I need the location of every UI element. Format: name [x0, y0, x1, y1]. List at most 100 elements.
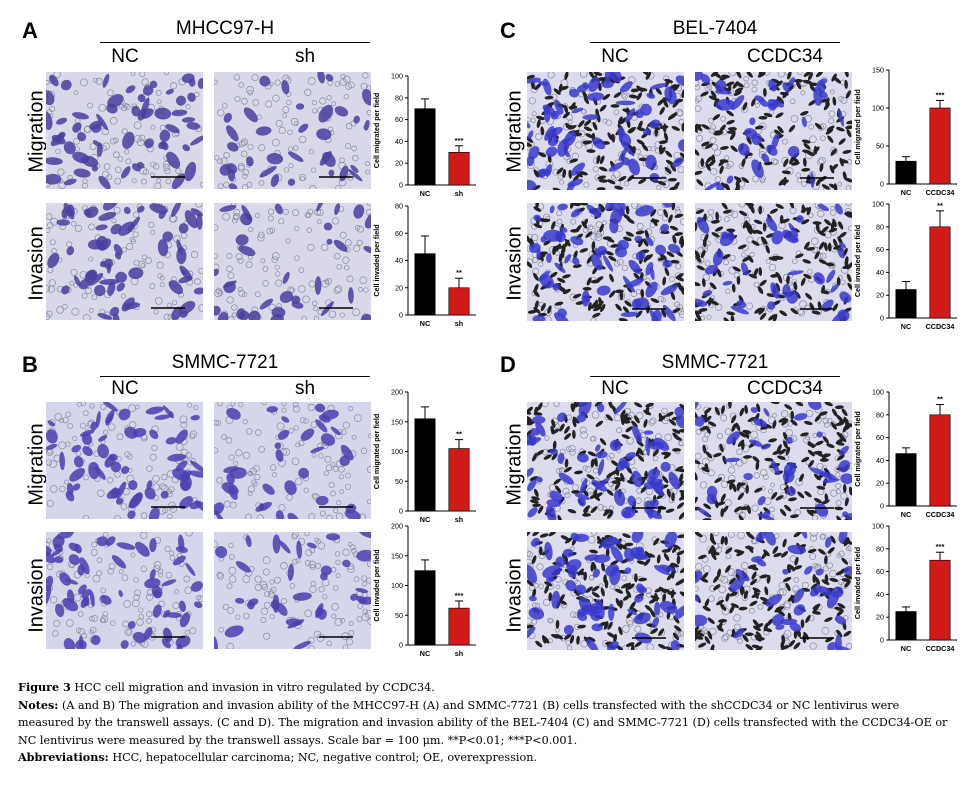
micrograph-texture	[46, 72, 203, 189]
error-bar	[421, 98, 429, 109]
y-tick-label: 20	[876, 291, 884, 300]
bar	[895, 160, 917, 185]
y-axis-label: Cell migrated per field	[853, 411, 862, 487]
x-tick-label: CCDC34	[926, 510, 955, 519]
micrograph-texture	[214, 72, 371, 189]
x-tick-label: NC	[420, 649, 430, 658]
significance-label: **	[937, 395, 943, 404]
notes-label: Notes:	[18, 697, 59, 712]
y-tick-label: 40	[876, 456, 884, 465]
micrograph-texture	[214, 203, 371, 320]
condition-label: NC	[601, 46, 629, 67]
micrograph	[46, 203, 203, 320]
x-tick-label: NC	[901, 644, 911, 653]
cell-line-title: SMMC-7721	[661, 352, 769, 373]
x-tick-label: sh	[455, 649, 463, 658]
y-tick-label: 80	[876, 222, 884, 231]
micrograph-texture	[46, 402, 203, 519]
y-tick-label: 0	[399, 311, 403, 320]
error-bar	[902, 606, 910, 612]
x-tick-label: CCDC34	[926, 322, 955, 331]
micrograph	[695, 72, 852, 190]
y-tick-label: 40	[395, 137, 403, 146]
y-tick-label: 60	[876, 245, 884, 254]
condition-label: NC	[601, 378, 629, 399]
bar	[448, 448, 470, 512]
bar	[448, 607, 470, 646]
figure-label: Figure 3	[18, 680, 71, 694]
micrograph-texture	[214, 402, 371, 519]
significance-label: **	[456, 268, 462, 277]
condition-label: sh	[294, 46, 316, 67]
y-tick-label: 200	[391, 522, 403, 531]
figure-caption: Figure 3 HCC cell migration and invasion…	[18, 679, 958, 767]
y-tick-label: 100	[391, 447, 403, 456]
bar-chart-svg: Cell invaded per field 0 20 40 60 80 100 NC ** CC…	[853, 200, 957, 331]
bar	[414, 570, 436, 646]
y-tick-label: 150	[872, 66, 884, 75]
abbreviations-label: Abbreviations:	[18, 750, 109, 764]
error-bar	[455, 277, 463, 288]
y-tick-label: 50	[395, 477, 403, 486]
bar-chart-svg: Cell invaded per field 0 20 40 60 80 100 NC *** C…	[853, 522, 957, 653]
micrograph	[527, 402, 684, 520]
y-tick-label: 80	[876, 410, 884, 419]
y-tick-label: 60	[876, 433, 884, 442]
panel-letter: B	[22, 352, 38, 377]
bar-chart-svg: Cell migrated per field 0 50 100 150 NC *** CCD…	[853, 66, 957, 197]
y-tick-label: 100	[872, 522, 884, 531]
x-tick-label: CCDC34	[926, 644, 955, 653]
y-tick-label: 60	[876, 567, 884, 576]
row-label-invasion: Invasion	[503, 558, 526, 633]
title-underline	[100, 376, 370, 377]
x-tick-label: NC	[901, 510, 911, 519]
error-bar	[902, 156, 910, 162]
bar-chart-invasion: Cell invaded per field 0 20 40 60 80 NC ** sh	[370, 198, 482, 333]
y-tick-label: 60	[395, 115, 403, 124]
micrograph	[695, 402, 852, 520]
y-tick-label: 80	[876, 544, 884, 553]
significance-label: ***	[455, 591, 464, 600]
micrograph	[527, 203, 684, 321]
title-underline	[100, 42, 370, 43]
y-tick-label: 20	[876, 613, 884, 622]
bar-chart-svg: Cell invaded per field 0 20 40 60 80 NC ** sh	[372, 202, 476, 328]
micrograph	[214, 402, 371, 519]
micrograph	[527, 72, 684, 190]
micrograph-texture	[527, 402, 684, 520]
condition-label: CCDC34	[746, 378, 824, 399]
micrograph-texture	[695, 203, 852, 321]
error-bar	[455, 145, 463, 153]
bar	[929, 414, 951, 507]
condition-label: sh	[294, 378, 316, 399]
y-axis-label: Cell migrated per field	[372, 93, 381, 169]
y-tick-label: 0	[880, 636, 884, 645]
error-bar	[902, 281, 910, 290]
title-underline	[590, 376, 840, 377]
significance-label: ***	[936, 90, 945, 99]
y-tick-label: 150	[391, 551, 403, 560]
panel-letter: D	[500, 352, 516, 377]
error-bar	[936, 404, 944, 415]
panel-letter: A	[22, 18, 38, 43]
bar-chart-invasion: Cell invaded per field 0 20 40 60 80 100 NC ** CC…	[851, 196, 963, 336]
y-tick-label: 200	[391, 388, 403, 397]
y-tick-label: 60	[395, 229, 403, 238]
bar-chart-svg: Cell migrated per field 0 20 40 60 80 100 NC ** C…	[853, 388, 957, 519]
error-bar	[936, 99, 944, 108]
error-bar	[421, 559, 429, 571]
figure-title: HCC cell migration and invasion in vitro…	[74, 681, 435, 694]
y-tick-label: 40	[395, 256, 403, 265]
caption-notes: Notes: (A and B) The migration and invas…	[18, 697, 958, 750]
notes-text: (A and B) The migration and invasion abi…	[18, 698, 948, 747]
error-bar	[421, 406, 429, 419]
micrograph-texture	[46, 532, 203, 649]
significance-label: **	[456, 430, 462, 439]
micrograph	[214, 532, 371, 649]
micrograph	[46, 532, 203, 649]
y-tick-label: 100	[872, 200, 884, 209]
bar-chart-migration: Cell migrated per field 0 20 40 60 80 100 NC ***…	[370, 68, 482, 203]
y-tick-label: 40	[876, 590, 884, 599]
bar-chart-migration: Cell migrated per field 0 20 40 60 80 100 NC ** C…	[851, 384, 963, 524]
panel-letter: C	[500, 18, 516, 43]
